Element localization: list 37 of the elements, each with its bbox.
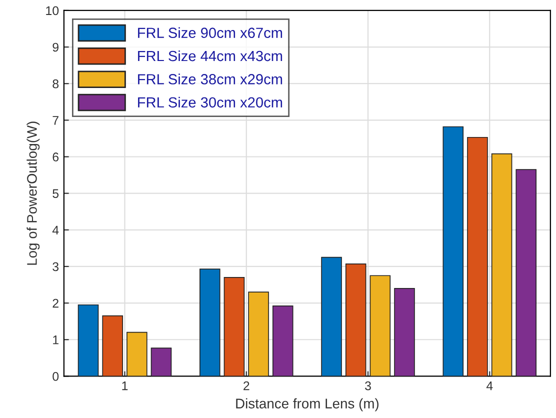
bar — [126, 332, 148, 376]
x-tick-label: 2 — [244, 381, 250, 390]
legend-label: FRL Size 90cm x67cm — [138, 27, 282, 38]
bar — [272, 306, 294, 376]
y-tick-label: 3 — [52, 262, 59, 272]
y-tick-label: 5 — [52, 189, 59, 198]
y-tick-label: 10 — [46, 6, 59, 16]
bar — [442, 126, 464, 376]
bar — [516, 169, 537, 376]
bar — [321, 256, 342, 376]
x-tick-label: 1 — [122, 382, 128, 390]
legend-label: FRL Size 30cm x20cm — [138, 96, 282, 108]
bar — [491, 153, 512, 376]
bar — [224, 277, 245, 376]
x-axis-title: Distance from Lens (m) — [236, 398, 378, 412]
bar — [345, 263, 366, 376]
x-tick-label: 4 — [486, 382, 493, 390]
legend-label: FRL Size 38cm x29cm — [138, 74, 282, 84]
bar — [467, 136, 488, 376]
y-tick-label: 1 — [53, 336, 58, 344]
bar — [248, 292, 269, 376]
y-tick-label: 0 — [52, 372, 59, 381]
legend-label: FRL Size 44cm x43cm — [138, 50, 282, 62]
bar — [199, 268, 220, 376]
bar — [102, 315, 123, 376]
y-tick-label: 8 — [52, 79, 59, 88]
x-tick-label: 3 — [365, 381, 371, 390]
bar — [78, 304, 99, 376]
bar — [394, 288, 415, 376]
y-tick-label: 7 — [52, 116, 58, 125]
bar — [150, 348, 172, 376]
y-tick-label: 6 — [52, 152, 59, 162]
y-tick-label: 9 — [52, 42, 58, 52]
bar — [370, 275, 391, 376]
y-tick-label: 2 — [52, 298, 58, 308]
y-axis-title: Log of PowerOutlog(W) — [26, 122, 40, 265]
y-tick-label: 4 — [52, 226, 59, 234]
